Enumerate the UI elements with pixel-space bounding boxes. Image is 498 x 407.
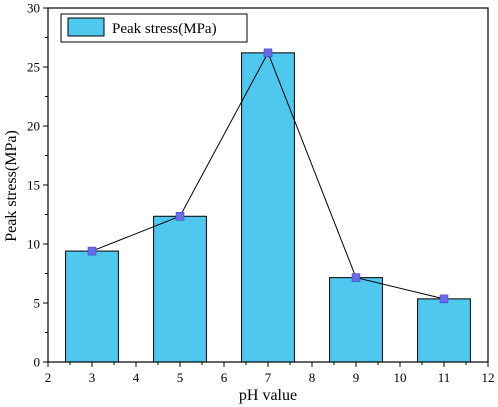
bar: [65, 250, 119, 363]
y-tick-label: 10: [27, 237, 40, 252]
data-point: [263, 48, 273, 58]
x-tick-label: 12: [482, 370, 495, 385]
x-tick-label: 7: [265, 370, 272, 385]
bar: [153, 215, 207, 363]
legend-swatch: [67, 17, 105, 37]
y-tick-label: 20: [27, 119, 40, 134]
bar: [241, 52, 295, 363]
data-point: [351, 273, 361, 282]
x-axis-title: pH value: [239, 387, 297, 404]
data-point: [87, 246, 97, 256]
x-tick-label: 9: [353, 370, 360, 385]
x-tick-label: 10: [394, 370, 407, 385]
x-tick-label: 8: [309, 370, 316, 385]
data-point: [439, 294, 449, 304]
legend: Peak stress(MPa): [60, 13, 248, 43]
x-tick-label: 11: [438, 370, 451, 385]
y-axis-title: Peak stress(MPa): [3, 130, 20, 242]
legend-label: Peak stress(MPa): [112, 21, 217, 37]
y-tick-label: 25: [27, 60, 40, 75]
bar: [417, 298, 471, 363]
x-tick-label: 5: [177, 370, 184, 385]
x-tick-label: 4: [133, 370, 140, 385]
x-tick-label: 2: [45, 370, 52, 385]
bar: [329, 277, 383, 363]
x-tick-label: 6: [221, 370, 228, 385]
y-tick-label: 30: [27, 1, 40, 16]
data-point: [175, 212, 185, 221]
x-tick-label: 3: [89, 370, 96, 385]
y-tick-label: 5: [34, 296, 41, 311]
y-tick-label: 15: [27, 178, 40, 193]
plot-area: 2 3 4 5 6 7 8 9 10 11 12 0 5 10 15 20 25 30: [27, 1, 495, 386]
y-tick-label: 0: [34, 355, 41, 370]
